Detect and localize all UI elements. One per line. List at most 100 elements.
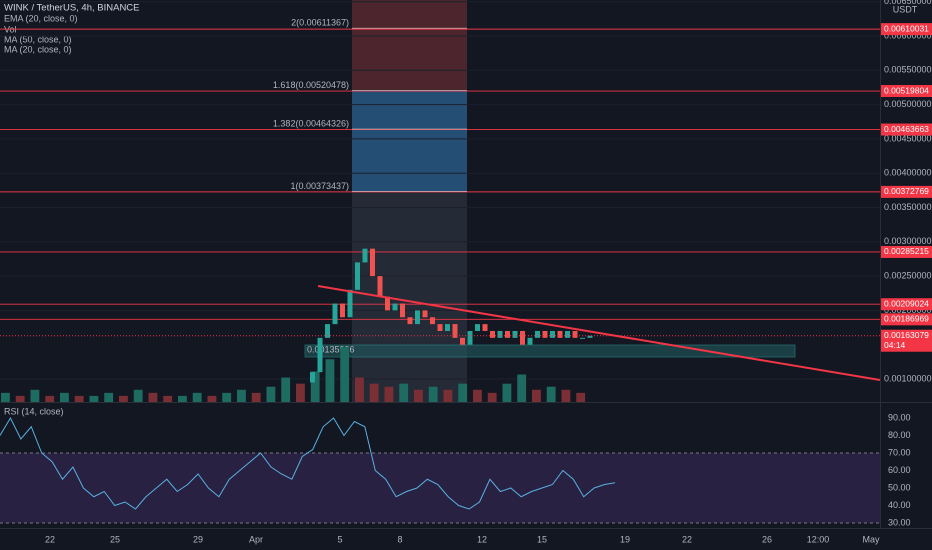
fib-label: 1.382(0.00464326) — [273, 118, 349, 128]
time-tick: 22 — [45, 534, 55, 544]
rsi-tick: 50.00 — [888, 482, 911, 492]
candle — [550, 330, 555, 338]
time-tick: 8 — [397, 534, 402, 544]
volume-bar — [458, 383, 468, 402]
time-tick: 12 — [477, 534, 487, 544]
zone-label: 0.00135996 — [307, 344, 355, 354]
fib-label: 1(0.00373437) — [290, 181, 349, 191]
fib-label: 2(0.00611367) — [291, 18, 349, 28]
candle — [565, 330, 570, 338]
price-tick: 0.00500000 — [884, 99, 932, 109]
rsi-tick: 80.00 — [888, 430, 911, 440]
candle — [347, 289, 353, 318]
rsi-tick: 70.00 — [888, 447, 911, 457]
volume-bar — [281, 377, 291, 402]
volume-bar — [576, 392, 586, 402]
candle — [482, 324, 488, 331]
candle — [475, 324, 480, 331]
current-label: 0.00163079 — [884, 330, 929, 340]
level-tag — [881, 298, 932, 311]
candle — [497, 330, 503, 338]
price-tick: 0.00400000 — [884, 168, 932, 178]
candle — [385, 296, 390, 311]
level-label: 0.00186969 — [884, 314, 929, 324]
volume-bar — [546, 386, 556, 402]
price-tick: 0.00650000 — [884, 0, 932, 6]
unit: USDT — [893, 4, 918, 14]
volume-bar — [443, 389, 453, 402]
price-tick: 0.00450000 — [884, 133, 932, 143]
volume-bar — [502, 383, 512, 402]
price-tick: 0.00300000 — [884, 236, 932, 246]
volume-bar — [163, 395, 173, 402]
volume-bar — [222, 392, 232, 402]
volume-bar — [414, 389, 423, 402]
fib-label: 1.618(0.00520478) — [273, 80, 349, 90]
level-tag — [881, 313, 932, 326]
rsi-line — [0, 416, 616, 510]
time-tick: 15 — [537, 534, 547, 544]
candle — [362, 248, 368, 263]
level-label: 0.00209024 — [884, 298, 929, 308]
level-tag — [881, 85, 932, 98]
candle — [512, 330, 518, 338]
candle — [467, 330, 473, 345]
candle — [430, 317, 435, 325]
price-tick: 0.00250000 — [884, 270, 932, 280]
symbol: WINK / TetherUS, 4h, BINANCE — [4, 3, 140, 14]
level-label: 0.00463663 — [884, 124, 929, 134]
candle — [407, 317, 413, 325]
volume-bar — [369, 383, 379, 402]
countdown: 04:14 — [884, 340, 906, 350]
candle — [310, 372, 315, 383]
volume-bar — [266, 386, 276, 402]
volume-bar — [237, 389, 246, 402]
rsi-tick: 60.00 — [888, 465, 911, 475]
price-tick: 0.00600000 — [884, 30, 932, 40]
price-tick: 0.00100000 — [884, 373, 932, 383]
volume-bar — [473, 389, 482, 402]
level-tag — [881, 123, 932, 136]
candle — [392, 303, 398, 311]
candle — [332, 303, 338, 325]
level-tag — [881, 23, 932, 36]
volume-bar — [30, 389, 40, 402]
candle — [377, 276, 383, 297]
volume-bar — [399, 383, 409, 402]
candle — [340, 303, 345, 318]
candle — [542, 330, 548, 338]
fib-shade — [352, 191, 467, 402]
candle — [460, 337, 465, 345]
candle — [422, 310, 428, 318]
level-label: 0.00519804 — [884, 85, 929, 95]
level-tag — [881, 245, 932, 258]
candle — [580, 337, 585, 339]
candle — [520, 330, 525, 345]
volume-bar — [148, 392, 158, 402]
time-tick: 12:00 — [807, 534, 830, 544]
candle — [572, 330, 578, 338]
rsi-tick: 30.00 — [888, 517, 911, 527]
candle — [535, 330, 540, 338]
candle — [490, 330, 495, 338]
fib-zone — [352, 91, 467, 191]
rsi-tick: 40.00 — [888, 500, 911, 510]
price-tick: 0.00350000 — [884, 202, 932, 212]
volume-bar — [192, 392, 202, 402]
level-label: 0.00610031 — [884, 23, 929, 33]
level-tag — [881, 185, 932, 198]
volume-bar — [340, 347, 350, 402]
current-tag — [881, 329, 932, 352]
volume-bar — [532, 389, 541, 402]
level-label: 0.00372769 — [884, 186, 929, 196]
candle — [325, 324, 330, 338]
time-tick: 19 — [620, 534, 630, 544]
volume-bar — [15, 395, 25, 402]
trend-line — [317, 285, 881, 381]
time-tick: May — [862, 534, 880, 544]
volume-bar — [178, 395, 187, 402]
time-tick: 22 — [682, 534, 692, 544]
time-tick: 29 — [193, 534, 203, 544]
volume-bar — [517, 374, 527, 402]
